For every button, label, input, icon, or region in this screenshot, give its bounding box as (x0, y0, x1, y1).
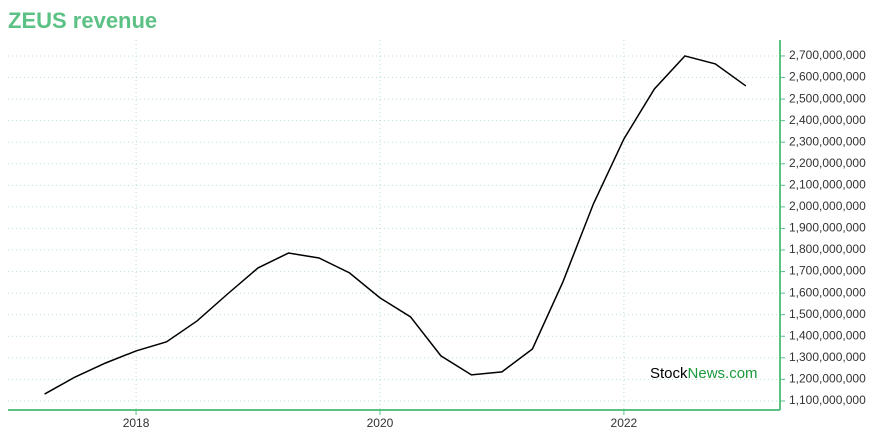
y-tick-label: 1,100,000,000 (789, 393, 866, 407)
y-tick-label: 1,400,000,000 (789, 328, 866, 342)
y-tick-label: 1,500,000,000 (789, 307, 866, 321)
y-tick-label: 1,200,000,000 (789, 372, 866, 386)
watermark: StockNews.com (650, 365, 758, 382)
y-tick-label: 1,900,000,000 (789, 221, 866, 235)
y-tick-label: 2,700,000,000 (789, 48, 866, 62)
y-tick-label: 1,300,000,000 (789, 350, 866, 364)
y-tick-label: 2,300,000,000 (789, 134, 866, 148)
x-tick-label: 2018 (123, 416, 150, 430)
y-tick-label: 1,800,000,000 (789, 242, 866, 256)
y-tick-label: 2,000,000,000 (789, 199, 866, 213)
y-tick-label: 2,600,000,000 (789, 70, 866, 84)
y-tick-label: 1,600,000,000 (789, 285, 866, 299)
y-tick-label: 1,700,000,000 (789, 264, 866, 278)
series-line (44, 55, 747, 395)
watermark-suffix: News.com (688, 365, 758, 382)
y-tick-label: 2,100,000,000 (789, 177, 866, 191)
watermark-prefix: Stock (650, 365, 688, 382)
chart-title: ZEUS revenue (8, 8, 157, 33)
y-tick-label: 2,200,000,000 (789, 156, 866, 170)
x-tick-label: 2022 (611, 416, 638, 430)
x-tick-label: 2020 (367, 416, 394, 430)
y-tick-label: 2,400,000,000 (789, 113, 866, 127)
y-tick-label: 2,500,000,000 (789, 91, 866, 105)
